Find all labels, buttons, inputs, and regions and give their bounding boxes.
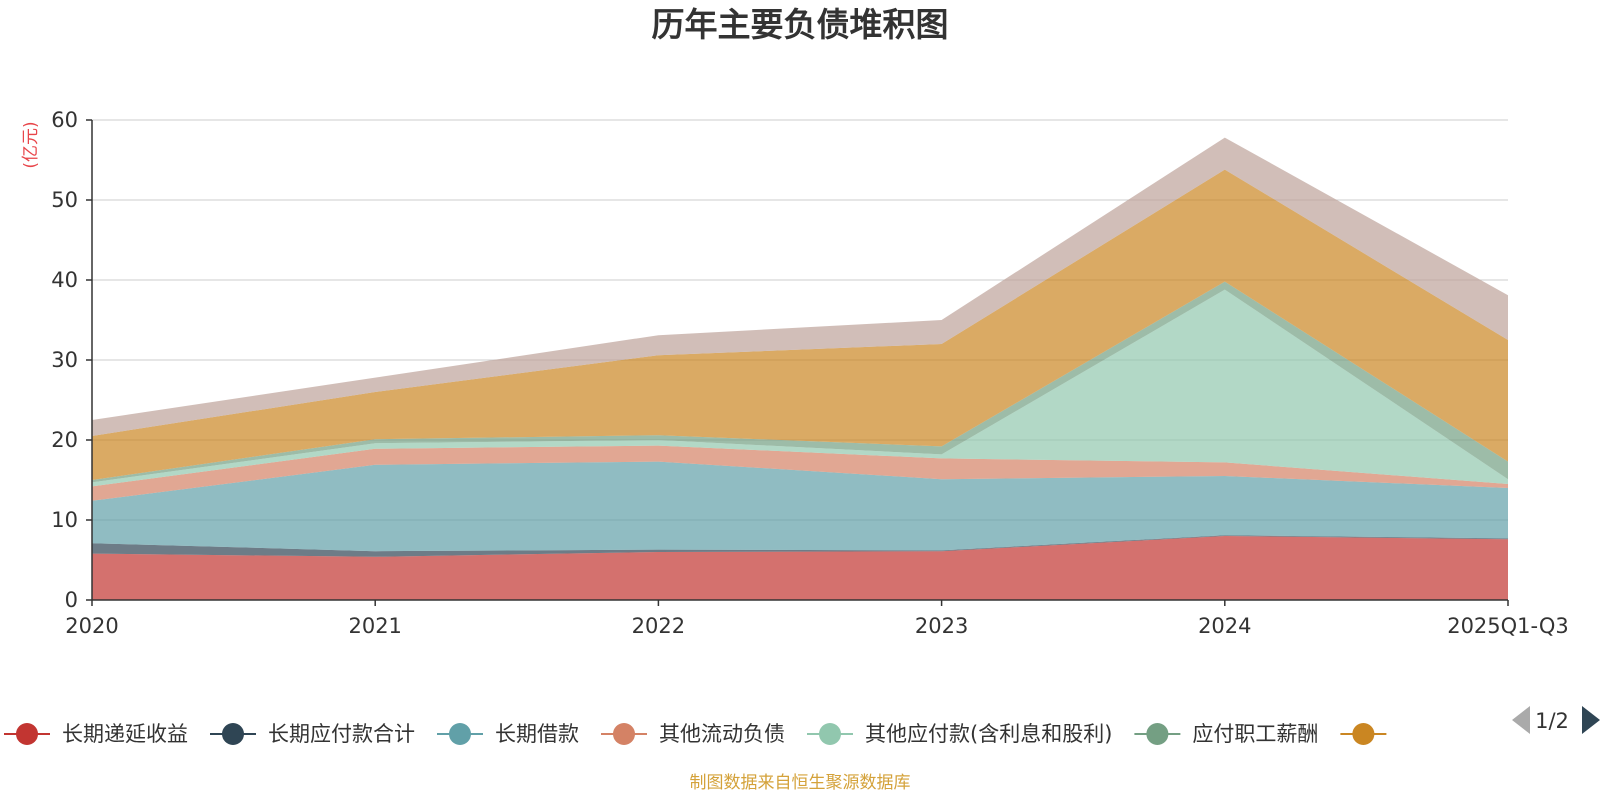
- legend-circle-icon: [613, 723, 635, 745]
- area-series-2: [92, 461, 1508, 552]
- legend: 长期递延收益 长期应付款合计 长期借款 其他流动负债 其他应付款(含利息和股利) 应付职工…: [4, 722, 1387, 746]
- y-tick-label: 0: [65, 588, 78, 612]
- legend-circle-icon: [1352, 723, 1375, 745]
- legend-item-partial: [1340, 723, 1387, 745]
- legend-circle-icon: [819, 723, 841, 745]
- x-tick-label: 2022: [632, 614, 685, 638]
- legend-item[interactable]: 其他流动负债: [601, 722, 785, 746]
- area-series-0: [92, 536, 1508, 600]
- x-tick-label: 2025Q1-Q3: [1447, 614, 1569, 638]
- legend-circle-icon: [449, 723, 471, 745]
- legend-item[interactable]: 长期应付款合计: [210, 722, 415, 746]
- chart-title: 历年主要负债堆积图: [652, 5, 949, 44]
- area-series-3: [92, 445, 1508, 501]
- legend-prev-page-icon[interactable]: [1512, 706, 1530, 734]
- legend-item[interactable]: 长期递延收益: [4, 722, 188, 746]
- area-series-group: [92, 137, 1508, 600]
- legend-label: 应付职工薪酬: [1192, 722, 1318, 746]
- y-tick-labels: 0 10 20 30 40 50 60: [51, 108, 78, 612]
- legend-label: 其他应付款(含利息和股利): [865, 722, 1112, 746]
- legend-page-indicator: 1/2: [1535, 709, 1569, 733]
- x-tick-label: 2020: [65, 614, 118, 638]
- x-tick-label: 2021: [348, 614, 401, 638]
- legend-next-page-icon[interactable]: [1582, 706, 1600, 734]
- y-tick-label: 60: [51, 108, 78, 132]
- y-tick-label: 40: [51, 268, 78, 292]
- legend-circle-icon: [222, 723, 244, 745]
- legend-item[interactable]: 应付职工薪酬: [1134, 722, 1318, 746]
- legend-label: 长期应付款合计: [268, 722, 415, 746]
- x-tick-label: 2024: [1198, 614, 1251, 638]
- area-series-6: [92, 169, 1508, 480]
- area-series-4: [92, 289, 1508, 487]
- y-tick-label: 50: [51, 188, 78, 212]
- legend-label: 其他流动负债: [659, 722, 785, 746]
- area-series-7: [92, 137, 1508, 436]
- x-tick-label: 2023: [915, 614, 968, 638]
- y-tick-label: 30: [51, 348, 78, 372]
- legend-label: 长期递延收益: [62, 722, 188, 746]
- legend-item[interactable]: 长期借款: [437, 722, 579, 746]
- legend-label: 长期借款: [495, 722, 579, 746]
- x-tick-labels: 2020 2021 2022 2023 2024 2025Q1-Q3: [65, 614, 1569, 638]
- y-axis-unit: (亿元): [21, 121, 41, 168]
- axes: [86, 119, 1509, 606]
- data-source-note: 制图数据来自恒生聚源数据库: [690, 773, 911, 793]
- legend-pager: 1/2: [1512, 706, 1600, 734]
- y-tick-label: 10: [51, 508, 78, 532]
- legend-circle-icon: [16, 723, 38, 745]
- area-series-1: [92, 535, 1508, 557]
- legend-circle-icon: [1146, 723, 1169, 745]
- area-series-5: [92, 281, 1508, 483]
- legend-item[interactable]: 其他应付款(含利息和股利): [807, 722, 1112, 746]
- y-tick-label: 20: [51, 428, 78, 452]
